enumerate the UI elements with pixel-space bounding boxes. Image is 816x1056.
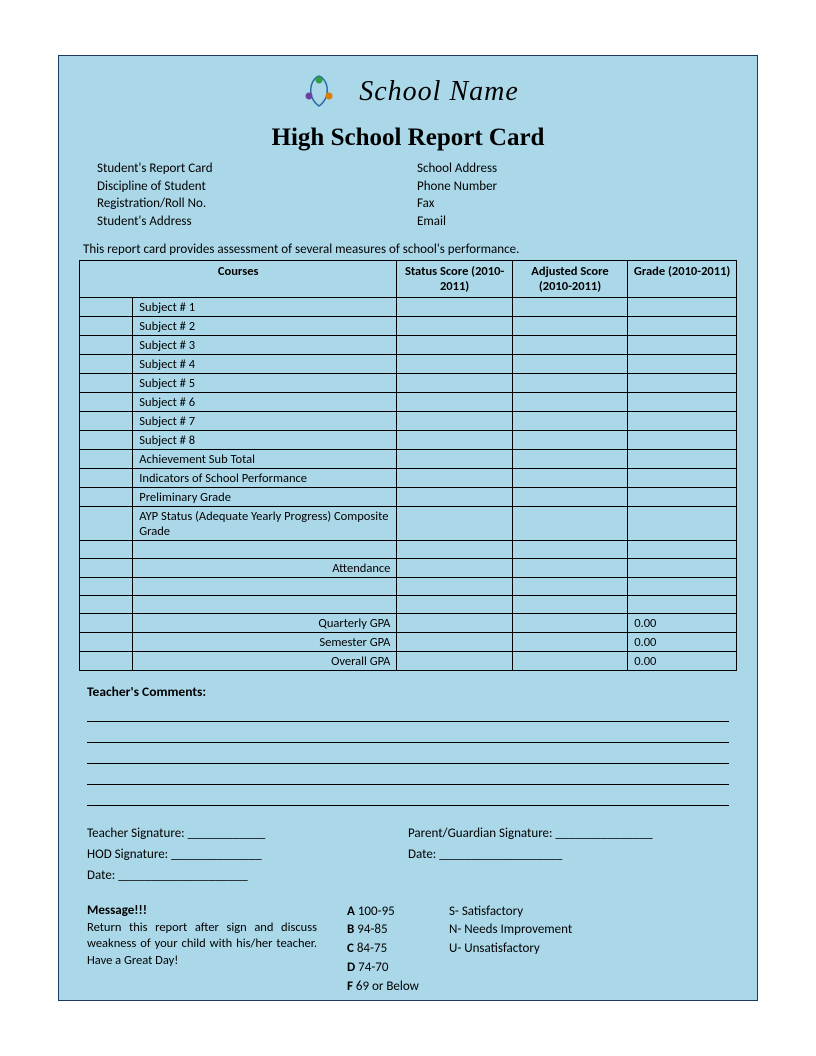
school-name: School Name (359, 76, 519, 108)
subject-cell: AYP Status (Adequate Yearly Progress) Co… (133, 507, 397, 541)
message-column: Message!!! Return this report after sign… (87, 903, 317, 997)
signatures-section: Teacher Signature: ____________ HOD Sign… (79, 824, 737, 886)
table-header-row: Courses Status Score (2010-2011) Adjuste… (80, 261, 737, 298)
date-left: Date: ____________________ (87, 866, 408, 887)
legend-status: S- SatisfactoryN- Needs ImprovementU- Un… (449, 903, 572, 997)
comment-line (87, 726, 729, 743)
table-row: Subject # 8 (80, 431, 737, 450)
school-logo-icon (297, 70, 341, 114)
gpa-label: Overall GPA (133, 652, 397, 671)
legend-item: D 74-70 (347, 959, 419, 978)
subject-cell: Subject # 1 (133, 298, 397, 317)
gpa-row: Quarterly GPA 0.00 (80, 614, 737, 633)
gpa-row: Overall GPA 0.00 (80, 652, 737, 671)
table-row: Subject # 3 (80, 336, 737, 355)
legend-item: U- Unsatisfactory (449, 940, 572, 959)
gpa-label: Quarterly GPA (133, 614, 397, 633)
comment-line (87, 705, 729, 722)
gpa-value: 0.00 (628, 633, 737, 652)
th-grade: Grade (2010-2011) (628, 261, 737, 298)
gpa-label: Semester GPA (133, 633, 397, 652)
table-row: Achievement Sub Total (80, 450, 737, 469)
info-line: Phone Number (417, 178, 737, 196)
table-row (80, 578, 737, 596)
info-line: Student's Address (97, 213, 417, 231)
info-left-column: Student's Report Card Discipline of Stud… (97, 160, 417, 230)
attendance-row: Attendance (80, 559, 737, 578)
table-row: Subject # 5 (80, 374, 737, 393)
subject-cell: Achievement Sub Total (133, 450, 397, 469)
legend-item: B 94-85 (347, 921, 419, 940)
table-row: Indicators of School Performance (80, 469, 737, 488)
grade-legend: A 100-95B 94-85C 84-75D 74-70F 69 or Bel… (347, 903, 729, 997)
subject-cell: Preliminary Grade (133, 488, 397, 507)
gpa-value: 0.00 (628, 652, 737, 671)
subject-cell: Subject # 3 (133, 336, 397, 355)
comment-line (87, 789, 729, 806)
table-row (80, 541, 737, 559)
intro-text: This report card provides assessment of … (79, 242, 737, 257)
legend-item: F 69 or Below (347, 978, 419, 997)
table-row: Subject # 7 (80, 412, 737, 431)
info-line: Fax (417, 195, 737, 213)
report-card-container: School Name High School Report Card Stud… (58, 55, 758, 1001)
hod-signature: HOD Signature: ______________ (87, 845, 408, 866)
subject-cell: Indicators of School Performance (133, 469, 397, 488)
subject-cell: Subject # 2 (133, 317, 397, 336)
legend-item: S- Satisfactory (449, 903, 572, 922)
subject-cell: Subject # 6 (133, 393, 397, 412)
comments-section: Teacher's Comments: (79, 683, 737, 806)
gpa-value: 0.00 (628, 614, 737, 633)
th-courses: Courses (80, 261, 397, 298)
info-line: Discipline of Student (97, 178, 417, 196)
legend-item: N- Needs Improvement (449, 921, 572, 940)
subject-cell: Subject # 8 (133, 431, 397, 450)
comment-line (87, 747, 729, 764)
table-row (80, 596, 737, 614)
legend-grades: A 100-95B 94-85C 84-75D 74-70F 69 or Bel… (347, 903, 419, 997)
teacher-signature: Teacher Signature: ____________ (87, 824, 408, 845)
page-title: High School Report Card (79, 124, 737, 152)
th-status: Status Score (2010-2011) (397, 261, 512, 298)
legend-item: A 100-95 (347, 903, 419, 922)
legend-item: C 84-75 (347, 940, 419, 959)
message-title: Message!!! (87, 903, 317, 918)
info-line: Email (417, 213, 737, 231)
info-line: Student's Report Card (97, 160, 417, 178)
table-row: Subject # 4 (80, 355, 737, 374)
table-row: Preliminary Grade (80, 488, 737, 507)
subject-cell: Subject # 7 (133, 412, 397, 431)
header: School Name (79, 70, 737, 114)
attendance-label: Attendance (133, 559, 397, 578)
message-body: Return this report after sign and discus… (87, 920, 317, 971)
comments-title: Teacher's Comments: (87, 683, 729, 700)
signature-right: Parent/Guardian Signature: _____________… (408, 824, 729, 886)
table-row: AYP Status (Adequate Yearly Progress) Co… (80, 507, 737, 541)
parent-signature: Parent/Guardian Signature: _____________… (408, 824, 729, 845)
grades-table: Courses Status Score (2010-2011) Adjuste… (79, 260, 737, 671)
info-line: School Address (417, 160, 737, 178)
subject-cell: Subject # 4 (133, 355, 397, 374)
table-row: Subject # 6 (80, 393, 737, 412)
bottom-section: Message!!! Return this report after sign… (79, 903, 737, 997)
th-adjusted: Adjusted Score (2010-2011) (512, 261, 627, 298)
comment-line (87, 768, 729, 785)
signature-left: Teacher Signature: ____________ HOD Sign… (87, 824, 408, 886)
info-section: Student's Report Card Discipline of Stud… (79, 160, 737, 230)
date-right: Date: ___________________ (408, 845, 729, 866)
info-line: Registration/Roll No. (97, 195, 417, 213)
info-right-column: School Address Phone Number Fax Email (417, 160, 737, 230)
table-row: Subject # 2 (80, 317, 737, 336)
gpa-row: Semester GPA 0.00 (80, 633, 737, 652)
subject-cell: Subject # 5 (133, 374, 397, 393)
table-row: Subject # 1 (80, 298, 737, 317)
